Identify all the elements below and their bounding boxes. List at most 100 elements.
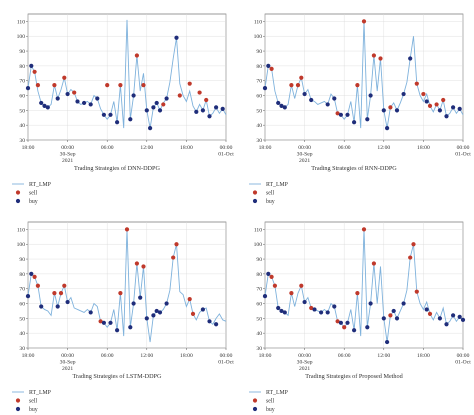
x-tick-label: 00:00 (220, 145, 233, 151)
buy-point (207, 319, 212, 324)
buy-point (164, 301, 169, 306)
x-tick-label: 30-Sep (60, 152, 76, 158)
sell-point (388, 313, 393, 318)
y-tick-label: 50 (256, 316, 262, 322)
buy-point (88, 102, 93, 107)
y-tick-label: 100 (17, 242, 26, 248)
buy-point (279, 308, 284, 314)
legend-label-rt-lmp: RT_LMP (266, 182, 288, 188)
y-tick-label: 110 (17, 19, 25, 25)
legend-label-buy: buy (29, 199, 38, 205)
x-tick-label: 30-Sep (297, 360, 313, 366)
x-tick-label: 00:00 (457, 353, 470, 359)
buy-point (151, 313, 156, 318)
sell-point (204, 97, 209, 103)
y-tick-label: 90 (256, 49, 262, 55)
y-tick-label: 60 (19, 94, 25, 100)
y-tick-label: 30 (256, 346, 262, 352)
legend-label-rt-lmp: RT_LMP (266, 390, 288, 396)
x-tick-label: 30-Sep (60, 360, 76, 366)
buy-point (174, 35, 179, 40)
sell-point (72, 90, 77, 95)
y-tick-label: 70 (256, 287, 262, 293)
x-tick-label: 18:00 (22, 353, 35, 359)
sell-point (289, 83, 294, 88)
buy-point (157, 108, 163, 113)
sell-point (187, 296, 192, 302)
sell-point (171, 255, 176, 260)
buy-point (276, 305, 281, 311)
buy-point (302, 299, 307, 305)
y-tick-label: 40 (19, 331, 25, 337)
x-tick-label: 06:00 (338, 145, 351, 151)
x-tick-label: 12:00 (377, 353, 390, 359)
buy-point (55, 304, 60, 309)
x-tick-label: 01-Oct (455, 152, 471, 158)
buy-point (115, 120, 120, 125)
x-tick-label: 12:00 (140, 145, 153, 151)
buy-point (401, 301, 406, 306)
buy-point (460, 317, 466, 322)
buy-point (345, 320, 350, 325)
buy-point (108, 112, 113, 117)
buy-point (154, 308, 159, 314)
y-tick-label: 30 (19, 346, 25, 352)
x-tick-label: 18:00 (22, 145, 35, 151)
x-tick-label: 18:00 (180, 353, 193, 359)
sell-point (190, 311, 196, 317)
y-tick-label: 50 (19, 108, 25, 114)
sell-point (52, 83, 57, 88)
chart-caption: Trading Strategies of LSTM-DDPG (73, 373, 163, 380)
buy-point (394, 316, 400, 321)
buy-point (154, 100, 159, 106)
buy-point (282, 105, 287, 110)
buy-point (25, 86, 31, 91)
sell-point (32, 69, 37, 74)
y-tick-label: 80 (19, 272, 25, 278)
buy-point (214, 105, 219, 110)
buy-point (332, 96, 337, 101)
y-tick-label: 90 (19, 49, 25, 55)
sell-point (361, 19, 367, 24)
legend-label-sell: sell (266, 399, 274, 405)
plot-area (27, 13, 227, 141)
legend-label-sell: sell (29, 399, 37, 405)
buy-point (457, 314, 462, 319)
y-tick-label: 90 (19, 257, 25, 263)
y-tick-label: 30 (19, 138, 25, 144)
buy-point (151, 105, 156, 110)
legend-marker-buy (252, 198, 258, 204)
sell-point (414, 81, 419, 86)
sell-point (299, 75, 304, 80)
buy-point (381, 108, 386, 113)
buy-point (381, 316, 386, 321)
chart-panel-rnn: 30 40 50 60 70 80 90 100 110 18:00 00:00 30-Sep 2021… (237, 0, 474, 207)
buy-point (332, 304, 337, 309)
sell-point (342, 325, 347, 330)
buy-point (266, 63, 271, 68)
buy-point (39, 100, 44, 106)
y-tick-label: 100 (254, 34, 263, 40)
x-tick-label: 2021 (62, 158, 73, 164)
sell-point (187, 81, 192, 86)
chart-panel-lstm: 30 40 50 60 70 80 90 100 110 18:00 00:00 30-Sep 2021… (0, 208, 237, 415)
buy-point (302, 91, 307, 97)
buy-point (194, 109, 199, 114)
buy-point (115, 328, 120, 333)
y-tick-label: 100 (254, 242, 263, 248)
x-tick-label: 30-Sep (297, 152, 313, 158)
sell-point (35, 83, 41, 88)
y-tick-label: 60 (256, 302, 262, 308)
legend-label-sell: sell (266, 191, 274, 197)
buy-point (424, 99, 429, 104)
buy-point (128, 117, 133, 122)
sell-point (174, 242, 179, 247)
sell-point (52, 291, 57, 296)
y-tick-label: 40 (256, 331, 262, 337)
buy-point (319, 310, 324, 315)
sell-point (141, 264, 146, 269)
buy-point (385, 126, 390, 131)
x-tick-label: 18:00 (259, 353, 272, 359)
